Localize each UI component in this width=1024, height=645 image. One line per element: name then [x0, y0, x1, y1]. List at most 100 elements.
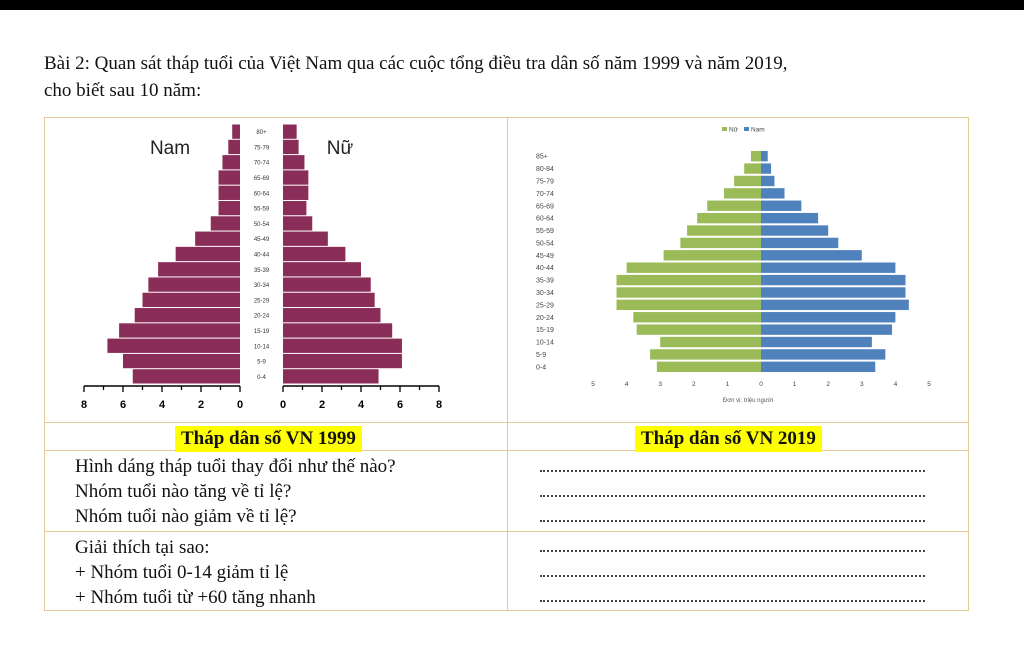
questions-block-2: Giải thích tại sao: + Nhóm tuổi 0-14 giả… [75, 535, 316, 610]
bar-female-45-49 [663, 250, 761, 261]
bar-female-35-39 [616, 274, 761, 286]
age-label: 20-24 [536, 315, 554, 322]
bar-male-50-54 [210, 216, 240, 231]
age-label: 60-64 [536, 216, 554, 223]
age-label: 5-9 [536, 352, 546, 359]
question-item: Giải thích tại sao: [75, 537, 210, 558]
x-tick-label: 4 [159, 399, 166, 411]
x-tick-label: 0 [280, 399, 286, 411]
bar-female-75-79 [734, 175, 761, 187]
age-label: 80-84 [536, 166, 554, 173]
bar-male-65-69 [218, 170, 240, 185]
age-label: 30-34 [536, 290, 554, 297]
answer-line[interactable] [540, 518, 925, 522]
x-tick-label: 2 [319, 399, 325, 411]
age-label: 85+ [536, 154, 548, 161]
age-label: 60-64 [254, 191, 270, 197]
x-tick-label: 1 [793, 381, 797, 388]
x-tick-label: 5 [591, 381, 595, 388]
bar-female-25-29 [283, 292, 375, 308]
bar-female-35-39 [283, 262, 361, 277]
x-tick-label: 0 [237, 399, 243, 411]
age-label: 70-74 [536, 191, 554, 198]
age-label: 55-59 [536, 228, 554, 235]
bar-female-60-64 [283, 185, 309, 200]
bar-female-80-84 [744, 163, 761, 174]
age-label: 0-4 [257, 375, 266, 381]
question-text: Bài 2: Quan sát tháp tuổi của Việt Nam q… [44, 50, 994, 104]
bar-male-10-14 [761, 336, 872, 348]
bar-female-5-9 [650, 349, 761, 360]
bar-female-5-9 [283, 353, 402, 369]
question-item: + Nhóm tuổi 0-14 giảm tỉ lệ [75, 562, 289, 583]
answer-line[interactable] [540, 468, 925, 472]
bar-male-60-64 [218, 185, 240, 200]
age-label: 15-19 [536, 327, 554, 334]
bar-female-0-4 [283, 369, 379, 384]
top-black-bar [0, 0, 1024, 10]
x-tick-label: 2 [692, 381, 696, 388]
bar-female-45-49 [283, 231, 328, 246]
answer-line[interactable] [540, 493, 925, 497]
bar-male-5-9 [123, 353, 240, 369]
bar-female-80+ [283, 124, 297, 139]
x-tick-label: 3 [658, 381, 662, 388]
answer-line[interactable] [540, 573, 925, 577]
answer-line[interactable] [540, 548, 925, 552]
bar-male-30-34 [761, 287, 906, 298]
age-label: 50-54 [536, 240, 554, 247]
x-tick-label: 2 [198, 399, 204, 411]
age-label: 50-54 [254, 222, 270, 228]
bar-female-70-74 [283, 155, 305, 170]
bar-male-35-39 [158, 262, 240, 277]
table-column-divider [507, 118, 508, 610]
bar-female-60-64 [697, 212, 761, 224]
x-tick-label: 0 [759, 381, 763, 388]
bar-male-5-9 [761, 349, 886, 360]
legend-swatch-female [722, 127, 727, 131]
bar-female-30-34 [283, 277, 371, 292]
bar-male-80-84 [761, 163, 772, 174]
bar-female-40-44 [626, 262, 761, 273]
bar-male-25-29 [761, 299, 909, 311]
x-tick-label: 8 [81, 399, 87, 411]
x-axis-label: Đơn vị: triệu người [723, 398, 773, 404]
bar-male-15-19 [761, 324, 893, 335]
x-tick-label: 1 [726, 381, 730, 388]
bar-male-15-19 [119, 323, 240, 338]
legend-label-male: Nam [751, 127, 765, 134]
age-label: 70-74 [254, 161, 270, 167]
age-label: 35-39 [536, 278, 554, 285]
x-tick-label: 4 [625, 381, 629, 388]
table-row-divider [45, 450, 968, 451]
label-female: Nữ [327, 138, 354, 159]
bar-female-20-24 [283, 308, 381, 323]
age-label: 65-69 [536, 203, 554, 210]
bar-female-55-59 [283, 200, 307, 216]
bar-female-75-79 [283, 139, 299, 155]
age-label: 45-49 [254, 237, 270, 243]
bar-male-30-34 [148, 277, 240, 292]
bar-male-45-49 [195, 231, 240, 246]
x-tick-label: 2 [826, 381, 830, 388]
bar-female-55-59 [687, 225, 761, 236]
bar-female-15-19 [636, 324, 761, 335]
bar-female-10-14 [660, 336, 761, 348]
bar-male-40-44 [761, 262, 896, 273]
bar-male-35-39 [761, 274, 906, 286]
question-item: Nhóm tuổi nào tăng về tỉ lệ? [75, 481, 292, 502]
answer-line[interactable] [540, 598, 925, 602]
bar-male-70-74 [222, 155, 240, 170]
age-label: 5-9 [257, 360, 266, 366]
bar-female-65-69 [283, 170, 309, 185]
age-label: 10-14 [254, 344, 270, 350]
table-row-divider [45, 531, 968, 532]
bar-female-15-19 [283, 323, 393, 338]
age-label: 80+ [256, 130, 267, 136]
legend-swatch-male [744, 127, 749, 131]
age-label: 45-49 [536, 253, 554, 260]
question-line-1: Bài 2: Quan sát tháp tuổi của Việt Nam q… [44, 53, 788, 74]
x-tick-label: 4 [894, 381, 898, 388]
bar-female-50-54 [283, 216, 313, 231]
bar-female-30-34 [616, 287, 761, 298]
